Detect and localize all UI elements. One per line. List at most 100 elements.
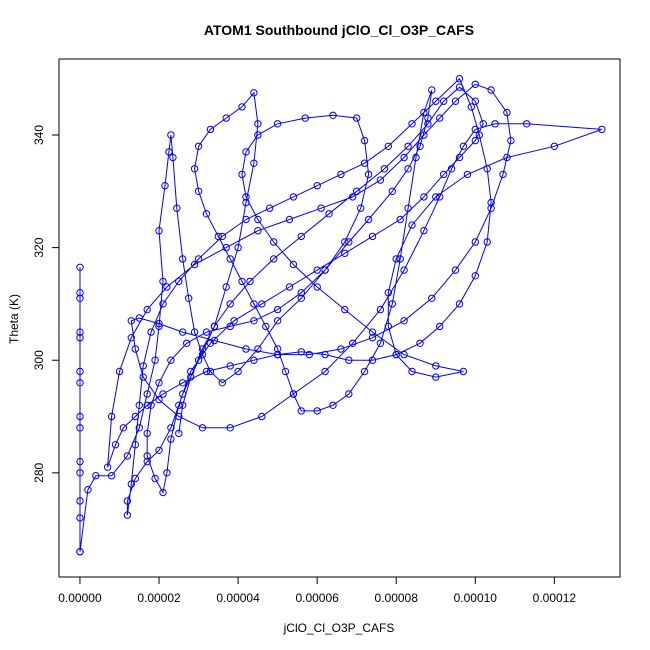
data-point bbox=[198, 424, 207, 432]
x-tick-label: 0.00002 bbox=[137, 591, 181, 605]
data-point bbox=[218, 379, 227, 387]
data-point bbox=[198, 350, 207, 359]
data-point bbox=[281, 367, 290, 376]
data-point bbox=[222, 283, 230, 291]
data-point bbox=[155, 395, 163, 404]
data-point bbox=[384, 322, 392, 331]
data-point bbox=[76, 469, 84, 477]
data-point bbox=[380, 165, 389, 173]
data-point bbox=[297, 232, 305, 241]
data-point bbox=[321, 266, 329, 274]
data-point bbox=[254, 345, 262, 353]
data-point bbox=[179, 390, 187, 398]
data-point bbox=[202, 367, 211, 376]
data-point bbox=[155, 319, 163, 328]
data-point bbox=[242, 148, 250, 156]
data-point bbox=[341, 249, 349, 258]
data-point bbox=[432, 373, 440, 381]
data-point bbox=[76, 367, 84, 376]
data-point bbox=[147, 328, 155, 336]
data-point bbox=[190, 260, 199, 269]
data-point bbox=[297, 348, 305, 356]
data-point bbox=[250, 300, 258, 308]
data-point bbox=[190, 165, 199, 173]
data-point bbox=[400, 317, 408, 325]
data-point bbox=[135, 401, 144, 409]
data-point bbox=[187, 367, 195, 376]
data-point bbox=[175, 401, 183, 409]
data-point bbox=[185, 294, 193, 302]
data-point bbox=[161, 182, 169, 190]
data-point bbox=[218, 232, 227, 241]
data-point bbox=[194, 142, 203, 151]
data-point bbox=[436, 322, 444, 331]
data-point bbox=[436, 193, 444, 201]
plot-area bbox=[76, 75, 606, 556]
data-point bbox=[432, 362, 440, 370]
data-point bbox=[179, 328, 187, 336]
data-point bbox=[163, 469, 171, 477]
data-point bbox=[76, 379, 84, 387]
data-point bbox=[159, 390, 167, 398]
data-point bbox=[258, 300, 266, 308]
x-axis-label: jClO_Cl_O3P_CAFS bbox=[283, 621, 395, 635]
data-point bbox=[254, 227, 262, 235]
data-point bbox=[364, 170, 373, 179]
data-point bbox=[262, 322, 270, 331]
data-point bbox=[273, 317, 282, 325]
data-point bbox=[234, 243, 242, 252]
data-point bbox=[396, 215, 404, 224]
data-point bbox=[368, 334, 377, 342]
data-point bbox=[598, 125, 606, 134]
data-point bbox=[258, 412, 266, 421]
data-point bbox=[246, 277, 254, 286]
x-tick-label: 0.00004 bbox=[216, 591, 260, 605]
data-point bbox=[416, 339, 424, 347]
data-point bbox=[376, 305, 385, 314]
data-point bbox=[455, 300, 464, 308]
data-point bbox=[337, 170, 345, 179]
data-point bbox=[337, 345, 345, 353]
data-point bbox=[202, 210, 211, 218]
y-axis: 280 300 320 340 bbox=[32, 125, 60, 483]
data-point bbox=[523, 120, 531, 128]
data-point bbox=[420, 131, 428, 139]
data-point bbox=[463, 170, 472, 179]
data-point bbox=[471, 238, 479, 246]
data-point bbox=[167, 435, 175, 443]
data-point bbox=[143, 457, 151, 466]
data-point bbox=[341, 305, 349, 314]
data-point bbox=[84, 486, 92, 494]
data-point bbox=[396, 255, 404, 263]
data-point bbox=[254, 131, 262, 139]
data-point bbox=[254, 120, 262, 128]
data-point bbox=[76, 263, 84, 271]
data-point bbox=[301, 114, 309, 122]
data-point bbox=[226, 362, 234, 370]
data-point bbox=[471, 125, 479, 134]
data-point bbox=[432, 193, 440, 201]
data-point bbox=[491, 120, 499, 128]
data-point bbox=[131, 441, 140, 449]
data-point bbox=[503, 108, 511, 117]
data-point bbox=[147, 401, 155, 409]
data-point bbox=[471, 97, 479, 105]
data-point bbox=[76, 412, 84, 421]
data-point bbox=[376, 339, 385, 347]
data-point bbox=[420, 108, 428, 117]
data-point bbox=[487, 204, 495, 212]
data-point bbox=[183, 339, 191, 347]
data-point bbox=[499, 170, 507, 179]
data-point bbox=[167, 424, 175, 432]
data-point bbox=[111, 441, 120, 449]
data-point bbox=[507, 136, 515, 145]
data-point bbox=[234, 367, 242, 376]
x-axis: 0.00000 0.00002 0.00004 0.00006 0.00008 0.000… bbox=[58, 576, 576, 605]
data-point bbox=[503, 153, 511, 162]
data-point bbox=[404, 204, 412, 212]
data-point bbox=[368, 328, 377, 336]
data-point bbox=[349, 339, 357, 347]
data-point bbox=[151, 474, 159, 483]
data-point bbox=[210, 322, 219, 331]
data-point bbox=[408, 221, 416, 229]
